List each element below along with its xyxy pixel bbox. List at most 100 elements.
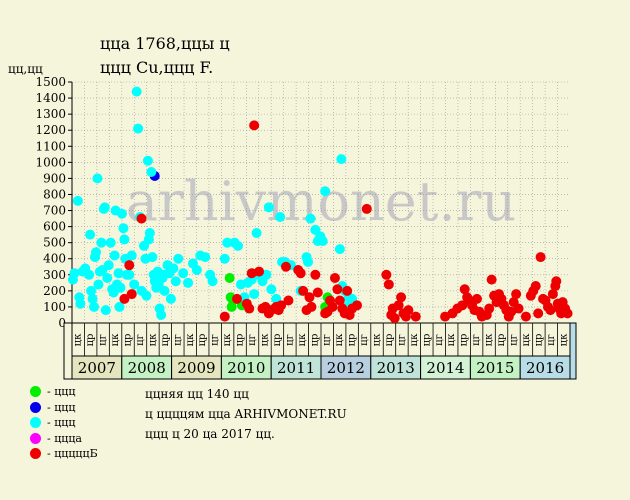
data-point xyxy=(114,301,125,312)
data-point xyxy=(156,309,167,320)
month-label: цк xyxy=(334,333,345,346)
data-point xyxy=(283,295,294,306)
month-label: цг xyxy=(546,334,557,346)
data-point xyxy=(276,300,287,311)
data-point xyxy=(459,284,470,295)
note-line: ццц ц 20 цa 2017 цц. xyxy=(145,427,275,441)
data-point xyxy=(295,268,306,279)
data-point xyxy=(251,228,262,239)
year-label: 2012 xyxy=(327,359,365,377)
month-label: цг xyxy=(396,334,407,346)
month-label: цг xyxy=(471,334,482,346)
legend-label: - ццц xyxy=(47,385,76,399)
notes: ццняя цц 140 цц ц ццццям ццa ARHIVMONET.… xyxy=(145,384,347,444)
data-point xyxy=(131,86,142,97)
y-tick-label: 600 xyxy=(43,220,66,234)
data-point xyxy=(303,256,314,267)
data-point xyxy=(165,293,176,304)
month-label: цр xyxy=(197,334,208,347)
month-label: цк xyxy=(409,333,420,346)
data-point xyxy=(147,252,158,263)
y-tick-label: 1100 xyxy=(35,139,66,153)
data-point xyxy=(129,279,140,290)
legend-label: - ццц xyxy=(47,416,76,430)
data-point xyxy=(219,253,230,264)
data-point xyxy=(224,273,235,284)
month-label: цг xyxy=(508,334,519,346)
legend-swatch xyxy=(30,401,41,413)
data-point xyxy=(389,313,400,324)
month-label: цг xyxy=(434,334,445,346)
data-point xyxy=(351,300,362,311)
data-point xyxy=(484,303,495,314)
data-point xyxy=(69,268,80,279)
legend-item: - ццц xyxy=(30,400,98,416)
y-tick-label: 100 xyxy=(43,300,66,314)
legend-label: - цццa xyxy=(47,431,82,445)
data-point xyxy=(92,173,103,184)
data-point xyxy=(102,273,113,284)
data-point xyxy=(173,253,184,264)
y-tick-label: 1500 xyxy=(35,75,66,89)
month-label: цк xyxy=(110,333,121,346)
data-point xyxy=(113,268,124,279)
data-point xyxy=(513,303,524,314)
data-point xyxy=(275,211,286,222)
data-point xyxy=(72,195,83,206)
month-label: цг xyxy=(247,334,258,346)
data-point xyxy=(249,289,260,300)
year-label: 2015 xyxy=(476,359,514,377)
data-point xyxy=(312,287,323,298)
year-label: 2009 xyxy=(177,359,215,377)
watermark: arhivmonet.ru xyxy=(126,170,516,233)
data-point xyxy=(547,289,558,300)
data-point xyxy=(244,303,255,314)
data-point xyxy=(119,234,130,245)
month-label: цр xyxy=(235,334,246,347)
data-point xyxy=(332,284,343,295)
legend-item: - цццa xyxy=(30,431,98,447)
legend-item: - ццц xyxy=(30,384,98,400)
data-point xyxy=(403,305,414,316)
legend-item: - цццццБ xyxy=(30,446,98,462)
month-label: цр xyxy=(459,334,470,347)
legend-label: - ццц xyxy=(47,400,76,414)
data-point xyxy=(334,244,345,255)
data-point xyxy=(136,213,147,224)
legend-swatch xyxy=(30,448,41,460)
month-label: цг xyxy=(359,334,370,346)
month-label: цр xyxy=(272,334,283,347)
legend-swatch xyxy=(30,386,41,398)
month-label: цг xyxy=(210,334,221,346)
data-point xyxy=(304,292,315,303)
data-point xyxy=(133,123,144,134)
data-point xyxy=(520,311,531,322)
year-label: 2011 xyxy=(277,359,315,377)
data-point xyxy=(84,269,95,280)
data-point xyxy=(232,293,243,304)
data-point xyxy=(191,264,202,275)
month-label: цк xyxy=(558,333,569,346)
data-point xyxy=(329,273,340,284)
month-label: цр xyxy=(384,334,395,347)
y-tick-label: 300 xyxy=(43,268,66,282)
data-point xyxy=(103,260,114,271)
data-point xyxy=(141,290,152,301)
year-label: 2008 xyxy=(128,359,166,377)
data-point xyxy=(86,285,97,296)
legend-swatch xyxy=(30,432,41,444)
data-point xyxy=(100,305,111,316)
data-point xyxy=(334,295,345,306)
y-tick-label: 0 xyxy=(58,316,66,330)
data-point xyxy=(89,301,100,312)
data-point xyxy=(306,301,317,312)
y-tick-label: 700 xyxy=(43,204,66,218)
data-point xyxy=(305,213,316,224)
data-point xyxy=(93,279,104,290)
data-point xyxy=(533,308,544,319)
data-point xyxy=(87,293,98,304)
month-label: цк xyxy=(484,333,495,346)
note-line: ццняя цц 140 цц xyxy=(145,387,249,401)
month-label: цр xyxy=(533,334,544,347)
data-point xyxy=(233,240,243,251)
